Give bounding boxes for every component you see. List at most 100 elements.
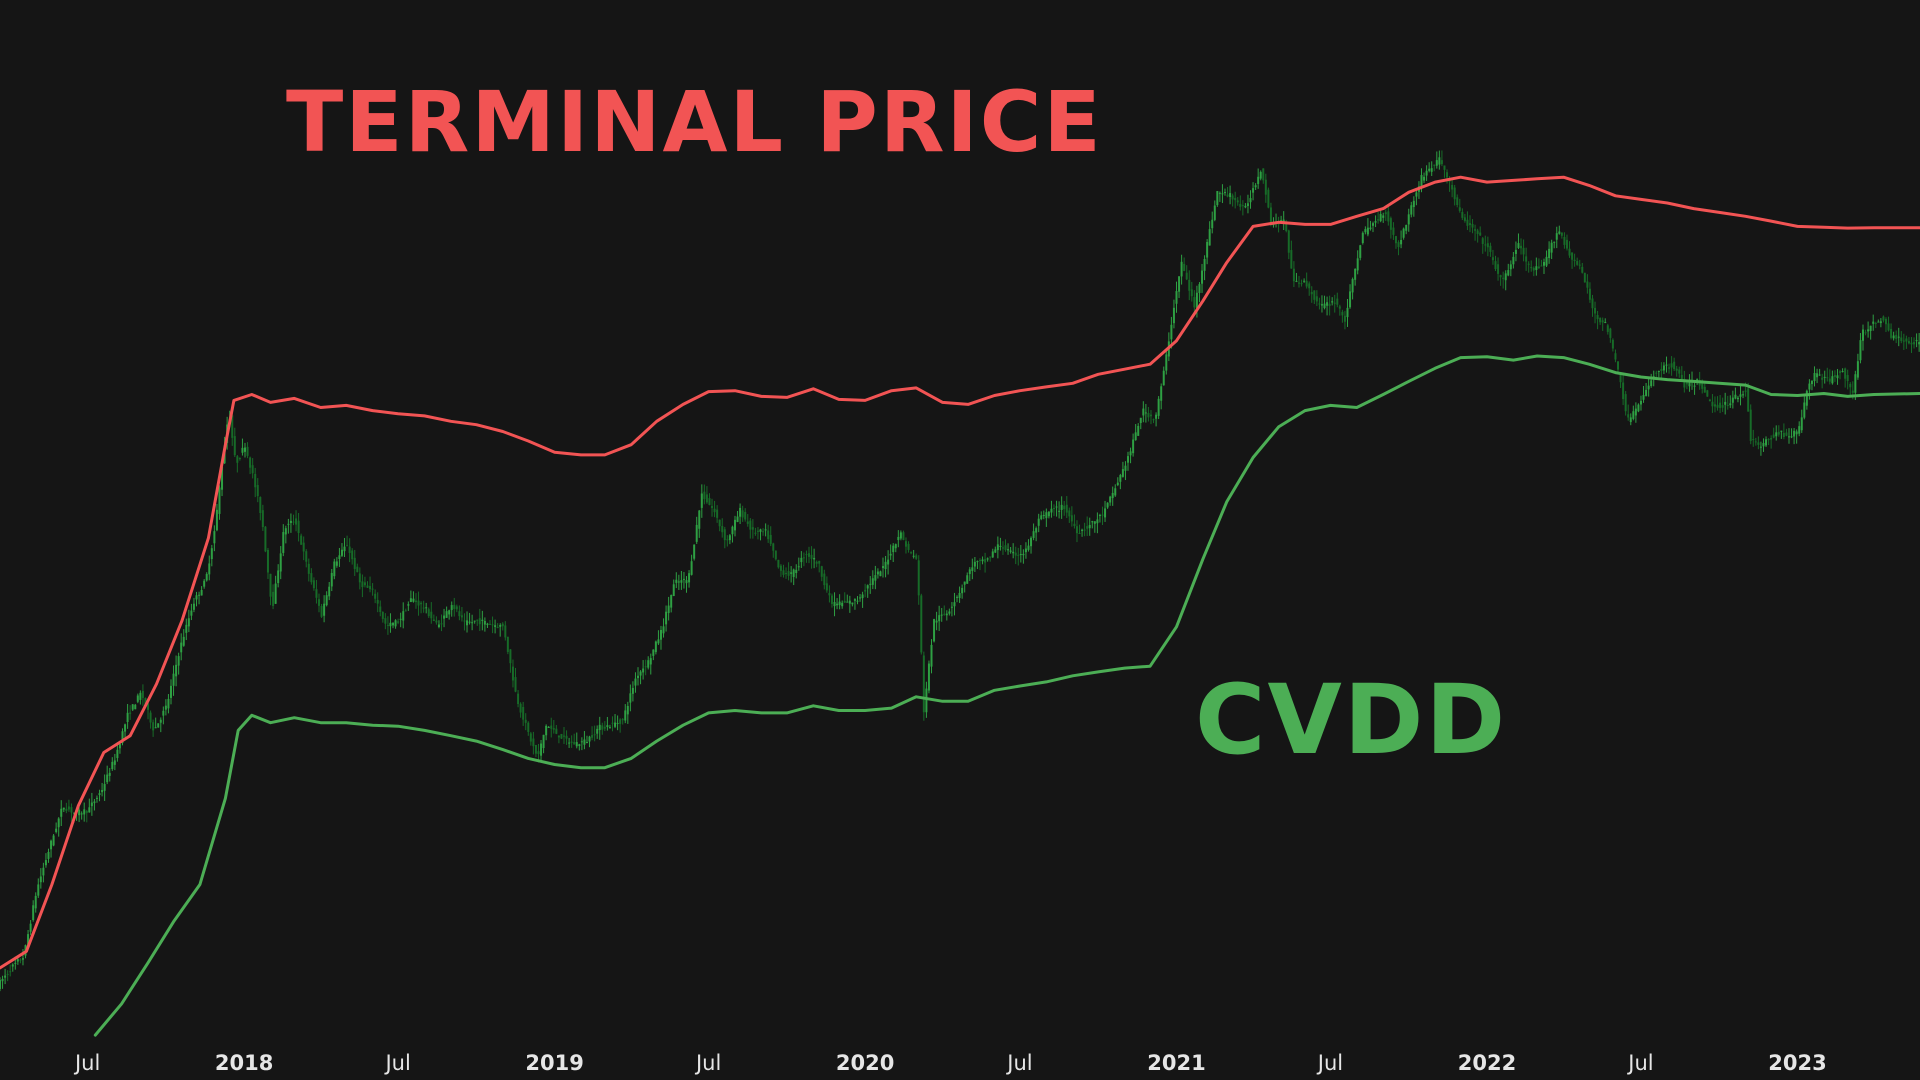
candle-body — [292, 521, 295, 523]
candle-body — [838, 601, 841, 606]
candle-body — [1098, 514, 1101, 517]
candle-body — [779, 565, 782, 571]
candle-body — [956, 596, 959, 598]
candle-body — [466, 620, 469, 626]
candle-body — [866, 585, 869, 589]
candle-body — [141, 690, 144, 698]
candle-body — [1777, 431, 1780, 435]
candle-body — [1703, 386, 1706, 393]
candle-body — [422, 607, 425, 609]
candle-body — [16, 959, 19, 962]
candle-body — [231, 415, 234, 438]
candle-body — [157, 723, 160, 728]
candle-body — [1856, 361, 1859, 378]
candle-body — [506, 636, 509, 652]
candle-body — [116, 749, 119, 759]
candle-body — [187, 618, 190, 627]
candle-body — [1193, 297, 1196, 308]
candle-body — [67, 806, 70, 810]
candle-body — [369, 586, 372, 590]
candle-body — [460, 615, 463, 618]
candle-body — [769, 534, 772, 544]
candle-body — [672, 584, 675, 596]
candle-body — [455, 606, 458, 610]
candle-body — [1897, 336, 1900, 338]
candle-body — [848, 600, 851, 604]
candle-body — [522, 706, 525, 720]
candle-body — [616, 723, 619, 725]
candle-body — [241, 447, 244, 453]
candle-body — [192, 603, 195, 610]
candle-body — [1724, 401, 1727, 405]
candle-body — [1685, 382, 1688, 385]
candle-body — [756, 530, 759, 532]
candle-body — [532, 738, 535, 747]
candle-body — [50, 840, 53, 850]
candle-body — [874, 575, 877, 581]
candle-body — [563, 735, 566, 737]
candle-body — [494, 625, 497, 627]
candle-body — [527, 722, 530, 732]
candle-body — [693, 544, 696, 559]
candle-body — [1734, 394, 1737, 399]
candle-body — [989, 556, 992, 558]
candle-body — [126, 712, 129, 722]
candle-body — [1874, 322, 1877, 324]
btc-price-candles — [0, 150, 1920, 992]
candle-body — [1366, 227, 1369, 235]
candle-body — [1532, 267, 1535, 271]
candle-body — [1892, 335, 1895, 339]
candle-body — [537, 751, 540, 755]
candle-body — [1594, 307, 1597, 314]
candle-body — [652, 649, 655, 656]
candle-body — [34, 895, 37, 909]
candle-body — [1507, 270, 1510, 276]
candle-body — [1065, 504, 1068, 513]
candle-body — [1841, 371, 1844, 373]
candle-body — [78, 809, 81, 816]
candle-body — [1540, 265, 1543, 267]
candle-body — [83, 809, 86, 815]
candle-body — [57, 818, 60, 828]
candle-body — [353, 557, 356, 570]
candle-body — [256, 485, 259, 497]
candle-body — [514, 677, 517, 692]
candle-body — [1188, 279, 1191, 291]
candle-body — [716, 509, 719, 518]
candle-body — [1762, 443, 1765, 447]
candle-body — [1468, 223, 1471, 226]
candle-body — [690, 561, 693, 575]
candle-body — [598, 724, 601, 731]
candle-body — [1736, 397, 1739, 400]
candle-body — [363, 582, 366, 586]
candle-body — [846, 601, 849, 603]
candle-body — [195, 595, 198, 600]
candle-body — [73, 812, 76, 814]
candle-body — [1060, 504, 1063, 510]
candle-body — [1494, 261, 1497, 270]
candle-body — [1759, 446, 1762, 448]
candle-body — [139, 692, 142, 700]
candle-body — [499, 625, 502, 627]
candle-body — [1037, 518, 1040, 526]
candle-body — [417, 600, 420, 606]
candle-body — [1775, 432, 1778, 437]
candle-body — [856, 600, 859, 602]
candle-body — [795, 569, 798, 573]
candle-body — [649, 658, 652, 665]
candle-body — [917, 560, 920, 596]
candle-body — [1132, 439, 1135, 454]
candle-body — [366, 585, 369, 588]
candle-body — [705, 494, 708, 503]
candle-body — [1382, 215, 1385, 218]
candle-body — [802, 557, 805, 559]
candle-body — [1657, 371, 1660, 373]
candle-body — [1252, 188, 1255, 193]
candle-body — [1058, 510, 1061, 512]
candle-body — [1295, 280, 1298, 282]
candle-body — [1400, 239, 1403, 245]
candle-body — [1019, 553, 1022, 555]
candle-body — [172, 673, 175, 686]
candle-body — [254, 473, 257, 488]
